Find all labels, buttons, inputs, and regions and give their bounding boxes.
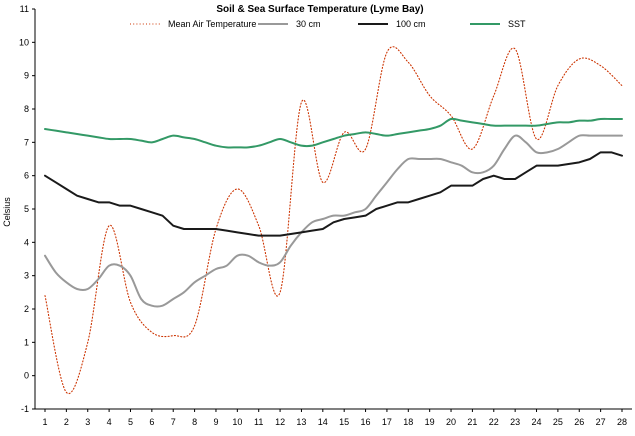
x-tick-label: 25 bbox=[553, 417, 563, 427]
x-tick-label: 13 bbox=[296, 417, 306, 427]
x-tick-label: 26 bbox=[574, 417, 584, 427]
y-axis-label: Celsius bbox=[2, 197, 12, 227]
y-tick-label: 5 bbox=[24, 204, 29, 214]
x-tick-label: 22 bbox=[489, 417, 499, 427]
x-tick-label: 6 bbox=[149, 417, 154, 427]
x-tick-label: 18 bbox=[403, 417, 413, 427]
x-tick-label: 2 bbox=[64, 417, 69, 427]
y-tick-label: 9 bbox=[24, 71, 29, 81]
chart-title: Soil & Sea Surface Temperature (Lyme Bay… bbox=[216, 4, 423, 15]
x-tick-label: 19 bbox=[425, 417, 435, 427]
x-tick-label: 7 bbox=[171, 417, 176, 427]
axes bbox=[34, 9, 632, 410]
x-tick-label: 1 bbox=[42, 417, 47, 427]
legend-label: 100 cm bbox=[396, 19, 426, 29]
y-ticks: -1 0 1 2 3 4 5 6 7 8 9 10 11 bbox=[19, 4, 35, 414]
legend: Mean Air Temperature 30 cm 100 cm SST bbox=[130, 19, 526, 29]
y-tick-label: 11 bbox=[20, 4, 29, 14]
x-tick-label: 11 bbox=[254, 417, 263, 427]
x-tick-label: 17 bbox=[382, 417, 392, 427]
x-tick-label: 4 bbox=[107, 417, 112, 427]
y-tick-label: 3 bbox=[24, 271, 29, 281]
x-tick-label: 3 bbox=[85, 417, 90, 427]
y-tick-label: -1 bbox=[21, 404, 29, 414]
series-line-1 bbox=[44, 46, 623, 395]
y-tick-label: 8 bbox=[24, 104, 29, 114]
legend-label: SST bbox=[508, 19, 526, 29]
x-tick-label: 24 bbox=[532, 417, 542, 427]
y-tick-label: 1 bbox=[24, 337, 29, 347]
series-line-4 bbox=[44, 117, 623, 149]
x-tick-label: 23 bbox=[510, 417, 520, 427]
y-tick-label: 10 bbox=[19, 37, 29, 47]
x-tick-label: 20 bbox=[446, 417, 456, 427]
y-tick-label: 4 bbox=[24, 237, 29, 247]
series-line-3 bbox=[44, 151, 623, 237]
x-tick-label: 21 bbox=[467, 417, 477, 427]
y-tick-label: 0 bbox=[24, 371, 29, 381]
x-tick-label: 5 bbox=[128, 417, 133, 427]
series-line-2 bbox=[44, 134, 623, 308]
legend-label: 30 cm bbox=[296, 19, 321, 29]
x-tick-label: 16 bbox=[361, 417, 371, 427]
x-ticks: 1 2 3 4 5 6 7 8 9 10 11 12 13 14 15 16 17 18 19 20 21 22 23 24 2… bbox=[42, 409, 627, 427]
x-tick-label: 15 bbox=[339, 417, 349, 427]
legend-label: Mean Air Temperature bbox=[168, 19, 256, 29]
x-tick-label: 10 bbox=[232, 417, 242, 427]
x-tick-label: 12 bbox=[275, 417, 285, 427]
x-tick-label: 14 bbox=[318, 417, 328, 427]
y-tick-label: 7 bbox=[24, 137, 29, 147]
series-layer bbox=[44, 46, 623, 395]
x-tick-label: 28 bbox=[617, 417, 627, 427]
x-tick-label: 8 bbox=[192, 417, 197, 427]
y-tick-label: 2 bbox=[24, 304, 29, 314]
y-tick-label: 6 bbox=[24, 171, 29, 181]
x-tick-label: 27 bbox=[596, 417, 606, 427]
x-tick-label: 9 bbox=[213, 417, 218, 427]
